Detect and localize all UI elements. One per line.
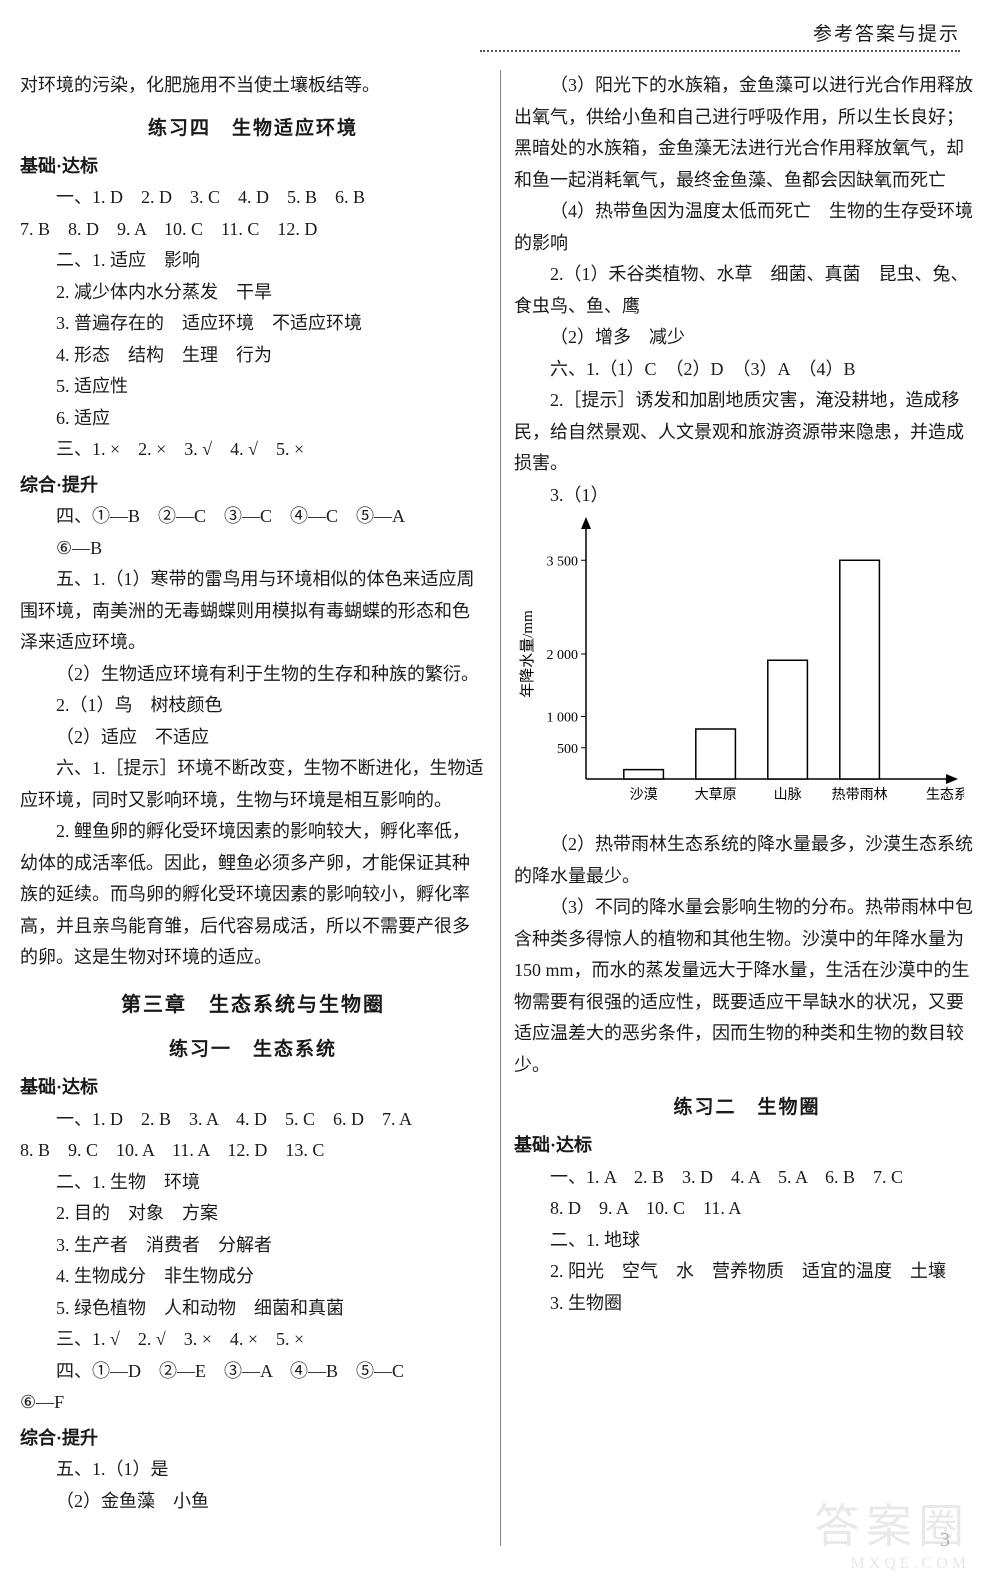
answers: 2. 目的 对象 方案 (20, 1198, 486, 1230)
answers: 二、1. 适应 影响 (20, 245, 486, 277)
text: 对环境的污染，化肥施用不当使土壤板结等。 (20, 70, 486, 102)
answers: 5. 绿色植物 人和动物 细菌和真菌 (20, 1293, 486, 1325)
answers: 8. D 9. A 10. C 11. A (514, 1193, 980, 1225)
heading-chapter-3: 第三章 生态系统与生物圈 (20, 988, 486, 1023)
header-divider (480, 50, 960, 52)
section-comprehensive: 综合·提升 (20, 470, 486, 502)
section-basic: 基础·达标 (514, 1130, 980, 1162)
svg-text:生态系统: 生态系统 (926, 787, 964, 803)
answers: 6. 适应 (20, 403, 486, 435)
svg-text:2 000: 2 000 (547, 648, 579, 663)
text: 2. 鲤鱼卵的孵化受环境因素的影响较大，孵化率低，幼体的成活率低。因此，鲤鱼必须… (20, 816, 486, 974)
svg-text:1 000: 1 000 (547, 711, 579, 726)
rainfall-bar-chart: 500 1 000 2 000 3 500 年降水量/mm 沙漠 大草原 山脉 热带雨林 生态系统 (514, 517, 980, 827)
text: 六、1.［提示］环境不断改变，生物不断进化，生物适应环境，同时又影响环境，生物与… (20, 753, 486, 816)
watermark-sub: MXQE.COM (850, 1550, 970, 1578)
answers: 三、1. × 2. × 3. √ 4. √ 5. × (20, 434, 486, 466)
answers: 五、1.（1）是 (20, 1454, 486, 1486)
page-header: 参考答案与提示 (813, 18, 960, 51)
answers: 3. 生物圈 (514, 1288, 980, 1320)
answers: 7. B 8. D 9. A 10. C 11. C 12. D (20, 214, 486, 246)
text: （3）不同的降水量会影响生物的分布。热带雨林中包含种类多得惊人的植物和其他生物。… (514, 892, 980, 1081)
svg-text:热带雨林: 热带雨林 (832, 787, 888, 803)
page-number: 3 (940, 1523, 950, 1558)
answers: 2. 减少体内水分蒸发 干旱 (20, 277, 486, 309)
svg-text:山脉: 山脉 (774, 787, 802, 803)
text: （4）热带鱼因为温度太低而死亡 生物的生存受环境的影响 (514, 196, 980, 259)
answers: 5. 适应性 (20, 371, 486, 403)
answers: 3. 生产者 消费者 分解者 (20, 1230, 486, 1262)
section-comprehensive: 综合·提升 (20, 1423, 486, 1455)
text: 3.（1） (514, 480, 980, 512)
answers: ⑥—B (20, 533, 486, 565)
section-basic: 基础·达标 (20, 151, 486, 183)
answers: ⑥—F (20, 1387, 486, 1419)
heading-exercise-4: 练习四 生物适应环境 (20, 112, 486, 145)
section-basic: 基础·达标 (20, 1072, 486, 1104)
heading-exercise-2: 练习二 生物圈 (514, 1091, 980, 1124)
answers: 四、①—D ②—E ③—A ④—B ⑤—C (20, 1356, 486, 1388)
text: （2）生物适应环境有利于生物的生存和种族的繁衍。 (20, 659, 486, 691)
text: 五、1.（1）寒带的雷鸟用与环境相似的体色来适应周围环境，南美洲的无毒蝴蝶则用模… (20, 564, 486, 659)
chart-svg: 500 1 000 2 000 3 500 年降水量/mm 沙漠 大草原 山脉 热带雨林 生态系统 (514, 517, 964, 827)
text: 2. 阳光 空气 水 营养物质 适宜的温度 土壤 (514, 1256, 980, 1288)
answers: 一、1. D 2. B 3. A 4. D 5. C 6. D 7. A (20, 1104, 486, 1136)
answers: （2）增多 减少 (514, 322, 980, 354)
text: （2）热带雨林生态系统的降水量最多，沙漠生态系统的降水量最少。 (514, 829, 980, 892)
text: 2.［提示］诱发和加剧地质灾害，淹没耕地，造成移民，给自然景观、人文景观和旅游资… (514, 385, 980, 480)
content-columns: 对环境的污染，化肥施用不当使土壤板结等。 练习四 生物适应环境 基础·达标 一、… (20, 70, 980, 1546)
answers: 3. 普遍存在的 适应环境 不适应环境 (20, 308, 486, 340)
answers: 一、1. D 2. D 3. C 4. D 5. B 6. B (20, 182, 486, 214)
text: （3）阳光下的水族箱，金鱼藻可以进行光合作用释放出氧气，供给小鱼和自己进行呼吸作… (514, 70, 980, 196)
answers: 2.（1）鸟 树枝颜色 (20, 690, 486, 722)
heading-exercise-1: 练习一 生态系统 (20, 1033, 486, 1066)
answers: 二、1. 地球 (514, 1225, 980, 1257)
svg-text:大草原: 大草原 (695, 787, 737, 803)
answers: （2）适应 不适应 (20, 722, 486, 754)
answers: 一、1. A 2. B 3. D 4. A 5. A 6. B 7. C (514, 1162, 980, 1194)
answers: 四、①—B ②—C ③—C ④—C ⑤—A (20, 501, 486, 533)
answers: 4. 形态 结构 生理 行为 (20, 340, 486, 372)
answers: 8. B 9. C 10. A 11. A 12. D 13. C (20, 1135, 486, 1167)
answers: 二、1. 生物 环境 (20, 1167, 486, 1199)
svg-text:年降水量/mm: 年降水量/mm (519, 610, 536, 698)
svg-text:3 500: 3 500 (547, 554, 579, 569)
answers: 三、1. √ 2. √ 3. × 4. × 5. × (20, 1324, 486, 1356)
svg-text:沙漠: 沙漠 (630, 787, 658, 803)
answers: 4. 生物成分 非生物成分 (20, 1261, 486, 1293)
answers: 六、1.（1）C （2）D （3）A （4）B (514, 354, 980, 386)
text: 2.（1）禾谷类植物、水草 细菌、真菌 昆虫、兔、食虫鸟、鱼、鹰 (514, 259, 980, 322)
svg-text:500: 500 (557, 742, 578, 757)
answers: （2）金鱼藻 小鱼 (20, 1486, 486, 1518)
